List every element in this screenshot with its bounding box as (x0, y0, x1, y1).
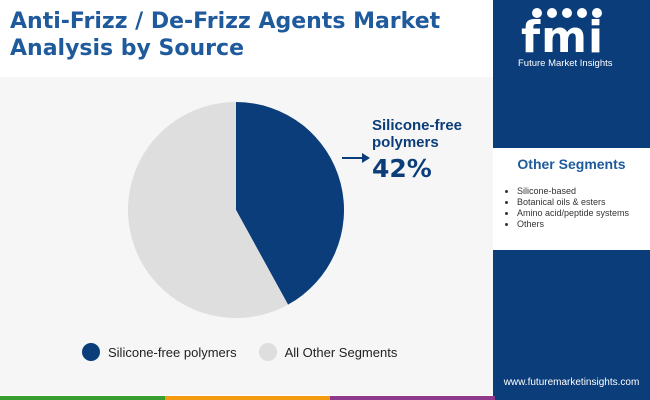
bottom-bar-segment (165, 396, 330, 400)
pie-slice-silicone-free-polymers (236, 102, 345, 305)
page-title: Anti-Frizz / De-Frizz Agents Market Anal… (10, 9, 441, 61)
bottom-bar-segment (0, 396, 165, 400)
other-segments-list: Silicone-based Botanical oils & esters A… (503, 186, 647, 230)
legend-label-other-segments: All Other Segments (284, 344, 398, 360)
callout-label: Silicone-free polymers (372, 117, 463, 151)
logo-dot-icon (577, 8, 587, 18)
legend-swatch-silicone-free (82, 343, 100, 361)
callout-arrow-head (362, 153, 370, 163)
website-link[interactable]: www.futuremarketinsights.com (503, 377, 640, 388)
chart-legend: Silicone-free polymers All Other Segment… (82, 343, 419, 361)
logo-dot-icon (562, 8, 572, 18)
segment-item: Amino acid/peptide systems (517, 208, 647, 219)
bottom-color-bar (0, 396, 650, 400)
legend-item-other-segments: All Other Segments (258, 343, 398, 361)
legend-label-silicone-free: Silicone-free polymers (108, 344, 237, 360)
logo-dot-icon (547, 8, 557, 18)
pie-chart (128, 102, 370, 318)
other-segments-title: Other Segments (517, 156, 626, 172)
callout-percentage: 42% (372, 154, 432, 183)
logo-caption: Future Market Insights (518, 58, 613, 69)
bottom-bar-segment (495, 396, 650, 400)
chart-area (0, 77, 493, 395)
logo-wordmark: fmi (521, 12, 605, 63)
pie-slice-all-other-segments (128, 102, 289, 318)
logo-icons (532, 8, 602, 18)
bottom-bar-segment (330, 396, 495, 400)
legend-swatch-other-segments (258, 343, 277, 361)
segment-item: Others (517, 219, 647, 230)
legend-item-silicone-free: Silicone-free polymers (82, 343, 237, 361)
segment-item: Botanical oils & esters (517, 197, 647, 208)
segment-item: Silicone-based (517, 186, 647, 197)
logo-dot-icon (532, 8, 542, 18)
other-segments-box: Other Segments Silicone-based Botanical … (493, 148, 650, 250)
logo-dot-icon (592, 8, 602, 18)
